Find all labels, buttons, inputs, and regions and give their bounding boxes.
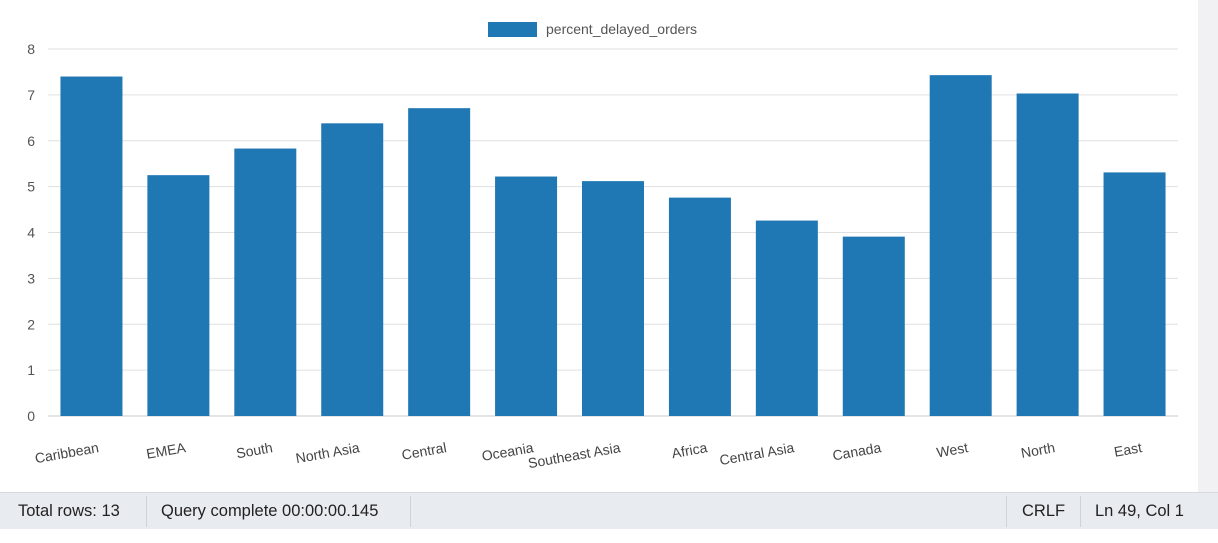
y-tick-label: 5 bbox=[27, 179, 35, 195]
legend-swatch bbox=[488, 22, 537, 37]
bar[interactable] bbox=[408, 108, 471, 417]
y-tick-label: 2 bbox=[27, 316, 35, 332]
status-divider bbox=[146, 496, 147, 527]
bar[interactable] bbox=[842, 236, 905, 416]
x-tick-label: East bbox=[1113, 439, 1143, 460]
bar[interactable] bbox=[929, 75, 992, 417]
total-rows-text: Total rows: 13 bbox=[18, 502, 120, 520]
legend-label: percent_delayed_orders bbox=[546, 21, 697, 37]
vertical-scrollbar[interactable] bbox=[1198, 0, 1218, 492]
legend[interactable]: percent_delayed_orders bbox=[488, 21, 697, 37]
y-tick-label: 6 bbox=[27, 133, 35, 149]
y-tick-label: 0 bbox=[27, 408, 35, 424]
x-tick-label: Central Asia bbox=[718, 439, 795, 468]
x-tick-label: Canada bbox=[831, 439, 882, 463]
x-tick-label: EMEA bbox=[145, 439, 188, 462]
cursor-position-indicator[interactable]: Ln 49, Col 1 bbox=[1095, 502, 1184, 520]
bar[interactable] bbox=[147, 175, 210, 416]
bar[interactable] bbox=[582, 181, 644, 416]
x-tick-label: South bbox=[235, 439, 274, 461]
bar[interactable] bbox=[495, 176, 558, 416]
x-tick-label: Africa bbox=[670, 439, 708, 461]
bar-chart: 0 1 2 3 4 5 6 7 8 Caribbean EMEA South North Asia Ce… bbox=[27, 21, 1178, 471]
bar[interactable] bbox=[1016, 93, 1079, 416]
bar[interactable] bbox=[668, 197, 731, 416]
x-tick-label: Caribbean bbox=[34, 439, 100, 466]
status-divider bbox=[410, 496, 411, 527]
status-divider bbox=[1080, 496, 1081, 527]
line-ending-indicator[interactable]: CRLF bbox=[1022, 502, 1066, 520]
x-tick-label: Southeast Asia bbox=[527, 439, 622, 471]
query-status-text: Query complete 00:00:00.145 bbox=[161, 502, 379, 520]
y-tick-label: 4 bbox=[27, 225, 35, 241]
y-tick-label: 8 bbox=[27, 41, 35, 57]
bar[interactable] bbox=[755, 220, 818, 416]
status-divider bbox=[1006, 496, 1007, 527]
x-tick-label: West bbox=[935, 439, 969, 460]
y-tick-label: 3 bbox=[27, 270, 35, 286]
y-tick-label: 1 bbox=[27, 362, 35, 378]
x-tick-label: North Asia bbox=[294, 439, 361, 466]
bar[interactable] bbox=[234, 148, 297, 416]
x-tick-label: North bbox=[1020, 439, 1056, 461]
chart-panel: 0 1 2 3 4 5 6 7 8 Caribbean EMEA South North Asia Ce… bbox=[27, 21, 1178, 472]
x-tick-label: Central bbox=[400, 439, 447, 463]
bar[interactable] bbox=[321, 123, 384, 416]
bar[interactable] bbox=[1103, 172, 1166, 416]
bars bbox=[60, 75, 1166, 417]
status-bar: Total rows: 13 Query complete 00:00:00.1… bbox=[0, 492, 1218, 529]
x-axis-labels: Caribbean EMEA South North Asia Central Ocean… bbox=[34, 439, 1144, 471]
y-tick-label: 7 bbox=[27, 87, 35, 103]
y-axis-ticks: 0 1 2 3 4 5 6 7 8 bbox=[27, 41, 35, 424]
bar[interactable] bbox=[60, 76, 123, 417]
bottom-strip bbox=[0, 529, 1218, 543]
